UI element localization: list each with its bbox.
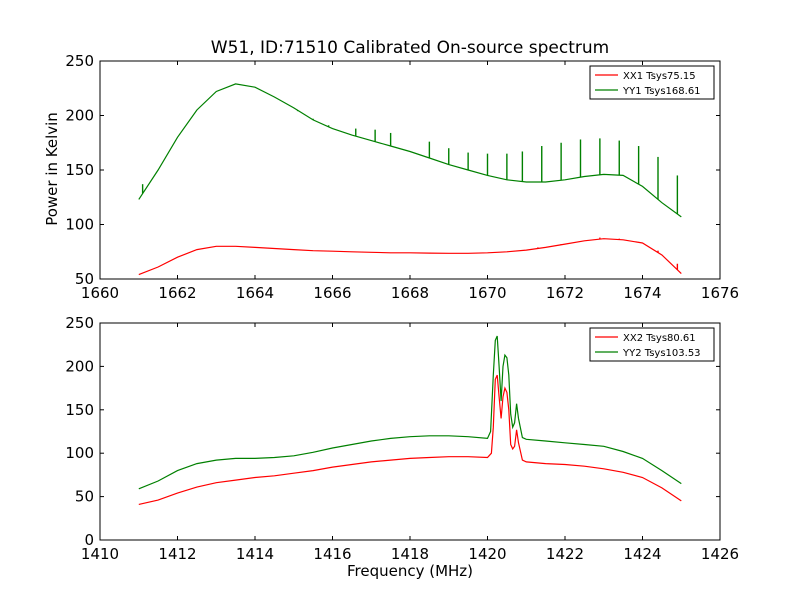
plot-frame [99, 60, 721, 280]
y-tick-label: 0 [84, 531, 94, 549]
y-tick-label: 200 [65, 357, 94, 375]
x-tick-label: 1418 [391, 545, 429, 563]
x-tick-label: 1666 [313, 284, 351, 302]
series-line-2 [138, 83, 682, 218]
legend-label: YY1 Tsys168.61 [622, 86, 701, 97]
y-tick-label: 250 [65, 314, 94, 332]
series-line-1 [138, 238, 682, 276]
x-tick-label: 1672 [546, 284, 584, 302]
x-tick-label: 1420 [468, 545, 506, 563]
x-tick-label: 1664 [236, 284, 274, 302]
top-panel: 1660 1662 1664 1666 1668 1670 1672 1674 1676 50 10… [65, 52, 739, 302]
y-tick-label: 100 [65, 444, 94, 462]
y-axis-label: Power in Kelvin [43, 112, 61, 226]
y-tick-label: 100 [65, 216, 94, 234]
chart-title: W51, ID:71510 Calibrated On-source spect… [211, 38, 609, 58]
legend-label: XX1 Tsys75.15 [623, 71, 696, 82]
legend: XX2 Tsys80.61 YY2 Tsys103.53 [589, 327, 715, 362]
x-axis-label: Frequency (MHz) [347, 562, 473, 580]
y-tick-label: 50 [75, 270, 94, 288]
x-tick-label: 1410 [81, 545, 119, 563]
legend-box [589, 327, 715, 362]
x-tick-label: 1422 [546, 545, 584, 563]
x-tick-label: 1676 [701, 284, 739, 302]
y-tick-label: 150 [65, 401, 94, 419]
legend: XX1 Tsys75.15 YY1 Tsys168.61 [589, 65, 715, 100]
x-tick-label: 1412 [158, 545, 196, 563]
plot-frame [99, 322, 721, 541]
x-tick-label: 1662 [158, 284, 196, 302]
y-tick-label: 50 [75, 488, 94, 506]
series-line-1 [138, 374, 682, 505]
legend-label: YY2 Tsys103.53 [622, 348, 701, 359]
legend-box [589, 65, 715, 100]
x-tick-label: 1416 [313, 545, 351, 563]
x-tick-label: 1674 [623, 284, 661, 302]
x-tick-label: 1424 [623, 545, 661, 563]
x-tick-label: 1670 [468, 284, 506, 302]
x-tick-label: 1414 [236, 545, 274, 563]
y-tick-label: 150 [65, 161, 94, 179]
x-tick-label: 1660 [81, 284, 119, 302]
bottom-panel: 1410 1412 1414 1416 1418 1420 1422 1424 1426 0 50 1… [65, 314, 739, 563]
x-tick-label: 1668 [391, 284, 429, 302]
legend-label: XX2 Tsys80.61 [623, 333, 696, 344]
series-line-2 [138, 335, 682, 490]
y-tick-label: 250 [65, 52, 94, 70]
y-tick-label: 200 [65, 107, 94, 125]
x-tick-label: 1426 [701, 545, 739, 563]
